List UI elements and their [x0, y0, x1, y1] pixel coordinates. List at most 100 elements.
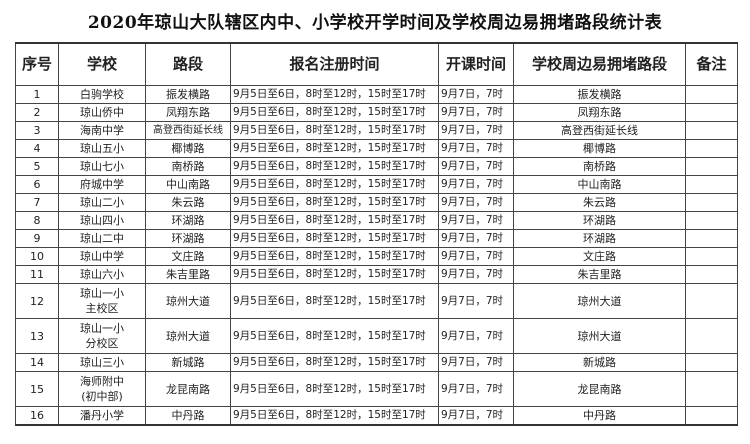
cell-road: 环湖路 [145, 229, 231, 248]
cell-no: 16 [15, 406, 59, 426]
table-row: 11 琼山六小 朱吉里路 9月5日至6日，8时至12时，15时至17时 9月7日，7时朱… [15, 265, 738, 284]
cell-note [685, 193, 738, 212]
cell-congested-road: 振发横路 [513, 85, 686, 104]
cell-road: 凤翔东路 [145, 103, 231, 122]
cell-no: 15 [15, 371, 59, 407]
cell-no: 6 [15, 175, 59, 194]
cell-school: 潘丹小学 [58, 406, 146, 426]
table-row: 1 白驹学校 振发横路 9月5日至6日，8时至12时，15时至17时 9月7日，7时 振发… [15, 85, 738, 104]
header-note: 备注 [685, 42, 738, 86]
cell-register-time: 9月5日至6日，8时至12时，15时至17时 [230, 139, 439, 158]
cell-note [685, 175, 738, 194]
table-row: 15 海师附中 (初中部) 龙昆南路 9月5日至6日，8时至12时，15时至17时 9月7… [15, 371, 738, 407]
cell-note [685, 157, 738, 176]
table-row: 6 府城中学 中山南路 9月5日至6日，8时至12时，15时至17时 9月7日，7时 中山… [15, 175, 738, 194]
table-row: 13 琼山一小 分校区 琼州大道 9月5日至6日，8时至12时，15时至17时 9月7日，… [15, 318, 738, 354]
cell-school: 琼山一小 分校区 [58, 318, 146, 354]
statistics-table: 序号 学校 路段 报名注册时间 开课时间 学校周边易拥堵路段 备注 1 白驹学校振… [15, 42, 738, 426]
cell-register-time: 9月5日至6日，8时至12时，15时至17时 [230, 283, 439, 319]
cell-no: 14 [15, 353, 59, 372]
header-road: 路段 [145, 42, 231, 86]
cell-congested-road: 椰博路 [513, 139, 686, 158]
cell-note [685, 247, 738, 266]
header-register-time: 报名注册时间 [230, 42, 439, 86]
cell-school: 琼山六小 [58, 265, 146, 284]
cell-road: 椰博路 [145, 139, 231, 158]
cell-congested-road: 琼州大道 [513, 318, 686, 354]
cell-school: 海师附中 (初中部) [58, 371, 146, 407]
table-row: 16 潘丹小学 中丹路 9月5日至6日，8时至12时，15时至17时 9月7日，7时 中丹… [15, 406, 738, 426]
cell-start-time: 9月7日，7时 [438, 175, 514, 194]
cell-congested-road: 南桥路 [513, 157, 686, 176]
table-row: 9 琼山二中 环湖路 9月5日至6日，8时至12时，15时至17时 9月7日，7时 环湖路 [15, 229, 738, 248]
header-start-time: 开课时间 [438, 42, 514, 86]
cell-school: 琼山侨中 [58, 103, 146, 122]
cell-register-time: 9月5日至6日，8时至12时，15时至17时 [230, 121, 439, 140]
cell-road: 文庄路 [145, 247, 231, 266]
cell-note [685, 353, 738, 372]
cell-congested-road: 龙昆南路 [513, 371, 686, 407]
cell-road: 中丹路 [145, 406, 231, 426]
cell-start-time: 9月7日，7时 [438, 211, 514, 230]
cell-no: 12 [15, 283, 59, 319]
cell-note [685, 406, 738, 426]
header-school: 学校 [58, 42, 146, 86]
table-row: 10 琼山中学 文庄路 9月5日至6日，8时至12时，15时至17时 9月7日，7时 文庄… [15, 247, 738, 266]
cell-note [685, 318, 738, 354]
cell-note [685, 103, 738, 122]
cell-register-time: 9月5日至6日，8时至12时，15时至17时 [230, 318, 439, 354]
cell-start-time: 9月7日，7时 [438, 85, 514, 104]
cell-school: 府城中学 [58, 175, 146, 194]
cell-road: 环湖路 [145, 211, 231, 230]
cell-start-time: 9月7日，7时 [438, 318, 514, 354]
cell-school: 琼山四小 [58, 211, 146, 230]
cell-school: 琼山五小 [58, 139, 146, 158]
cell-no: 3 [15, 121, 59, 140]
cell-road: 琼州大道 [145, 318, 231, 354]
cell-no: 2 [15, 103, 59, 122]
cell-school: 海南中学 [58, 121, 146, 140]
cell-no: 8 [15, 211, 59, 230]
cell-no: 10 [15, 247, 59, 266]
cell-school: 琼山一小 主校区 [58, 283, 146, 319]
cell-start-time: 9月7日，7时 [438, 247, 514, 266]
cell-register-time: 9月5日至6日，8时至12时，15时至17时 [230, 265, 439, 284]
cell-register-time: 9月5日至6日，8时至12时，15时至17时 [230, 211, 439, 230]
cell-register-time: 9月5日至6日，8时至12时，15时至17时 [230, 175, 439, 194]
cell-no: 5 [15, 157, 59, 176]
cell-register-time: 9月5日至6日，8时至12时，15时至17时 [230, 229, 439, 248]
cell-note [685, 139, 738, 158]
cell-start-time: 9月7日，7时 [438, 229, 514, 248]
header-congested-road: 学校周边易拥堵路段 [513, 42, 686, 86]
cell-road: 龙昆南路 [145, 371, 231, 407]
cell-start-time: 9月7日，7时 [438, 103, 514, 122]
cell-congested-road: 环湖路 [513, 229, 686, 248]
cell-school: 琼山中学 [58, 247, 146, 266]
cell-school: 琼山二小 [58, 193, 146, 212]
cell-note [685, 211, 738, 230]
cell-note [685, 121, 738, 140]
cell-register-time: 9月5日至6日，8时至12时，15时至17时 [230, 103, 439, 122]
table-row: 7 琼山二小 朱云路 9月5日至6日，8时至12时，15时至17时 9月7日，7时 朱云路 [15, 193, 738, 212]
table-row: 8 琼山四小 环湖路 9月5日至6日，8时至12时，15时至17时 9月7日，7时 环湖路 [15, 211, 738, 230]
cell-road: 朱云路 [145, 193, 231, 212]
cell-congested-road: 朱吉里路 [513, 265, 686, 284]
cell-no: 13 [15, 318, 59, 354]
table-row: 14 琼山三小 新城路 9月5日至6日，8时至12时，15时至17时 9月7日，7时 新城… [15, 353, 738, 372]
document-title: 2020年琼山大队辖区内中、小学校开学时间及学校周边易拥堵路段统计表 [87, 13, 663, 33]
cell-school: 琼山二中 [58, 229, 146, 248]
cell-congested-road: 凤翔东路 [513, 103, 686, 122]
cell-no: 1 [15, 85, 59, 104]
header-row: 序号 学校 路段 报名注册时间 开课时间 学校周边易拥堵路段 备注 [15, 42, 738, 86]
cell-school: 琼山三小 [58, 353, 146, 372]
cell-register-time: 9月5日至6日，8时至12时，15时至17时 [230, 406, 439, 426]
table-row: 2 琼山侨中 凤翔东路 9月5日至6日，8时至12时，15时至17时 9月7日，7时 凤翔… [15, 103, 738, 122]
header-no: 序号 [15, 42, 59, 86]
cell-start-time: 9月7日，7时 [438, 193, 514, 212]
cell-congested-road: 高登西街延长线 [513, 121, 686, 140]
cell-start-time: 9月7日，7时 [438, 265, 514, 284]
cell-no: 7 [15, 193, 59, 212]
cell-start-time: 9月7日，7时 [438, 371, 514, 407]
cell-road: 振发横路 [145, 85, 231, 104]
cell-road: 高登西街延长线 [145, 121, 231, 140]
